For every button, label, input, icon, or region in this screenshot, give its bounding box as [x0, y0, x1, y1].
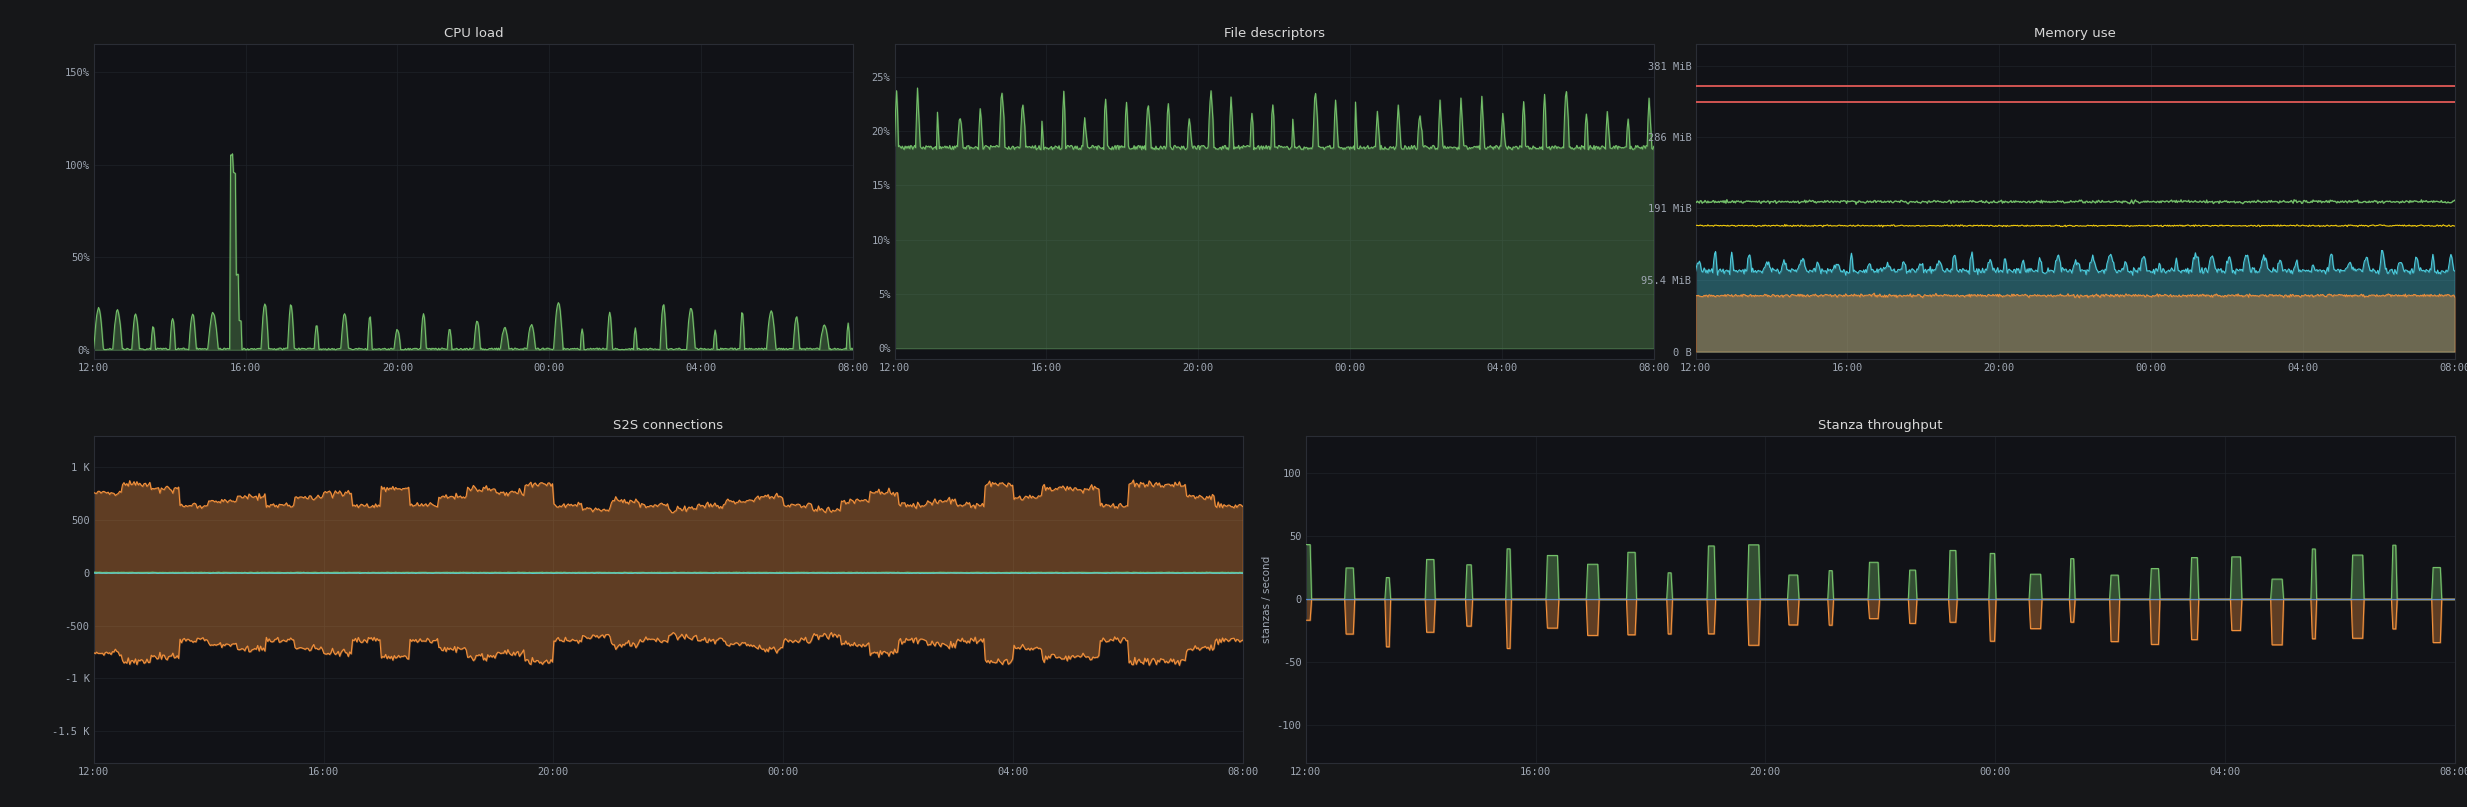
Text: used: used	[116, 442, 141, 452]
Text: Lua: Lua	[1766, 443, 1781, 452]
Title: S2S connections: S2S connections	[614, 419, 723, 432]
Title: File descriptors: File descriptors	[1224, 27, 1325, 40]
Title: CPU load: CPU load	[444, 27, 503, 40]
Text: used: used	[918, 442, 942, 452]
Text: malloc non-returnable: malloc non-returnable	[1944, 443, 2050, 452]
Text: malloc returnable: malloc returnable	[2161, 443, 2245, 452]
Y-axis label: stanzas / second: stanzas / second	[1263, 555, 1273, 643]
Title: Memory use: Memory use	[2035, 27, 2117, 40]
Title: Stanza throughput: Stanza throughput	[1818, 419, 1942, 432]
Text: malloc used: malloc used	[1818, 443, 1875, 452]
Text: RSS: RSS	[1712, 443, 1732, 452]
